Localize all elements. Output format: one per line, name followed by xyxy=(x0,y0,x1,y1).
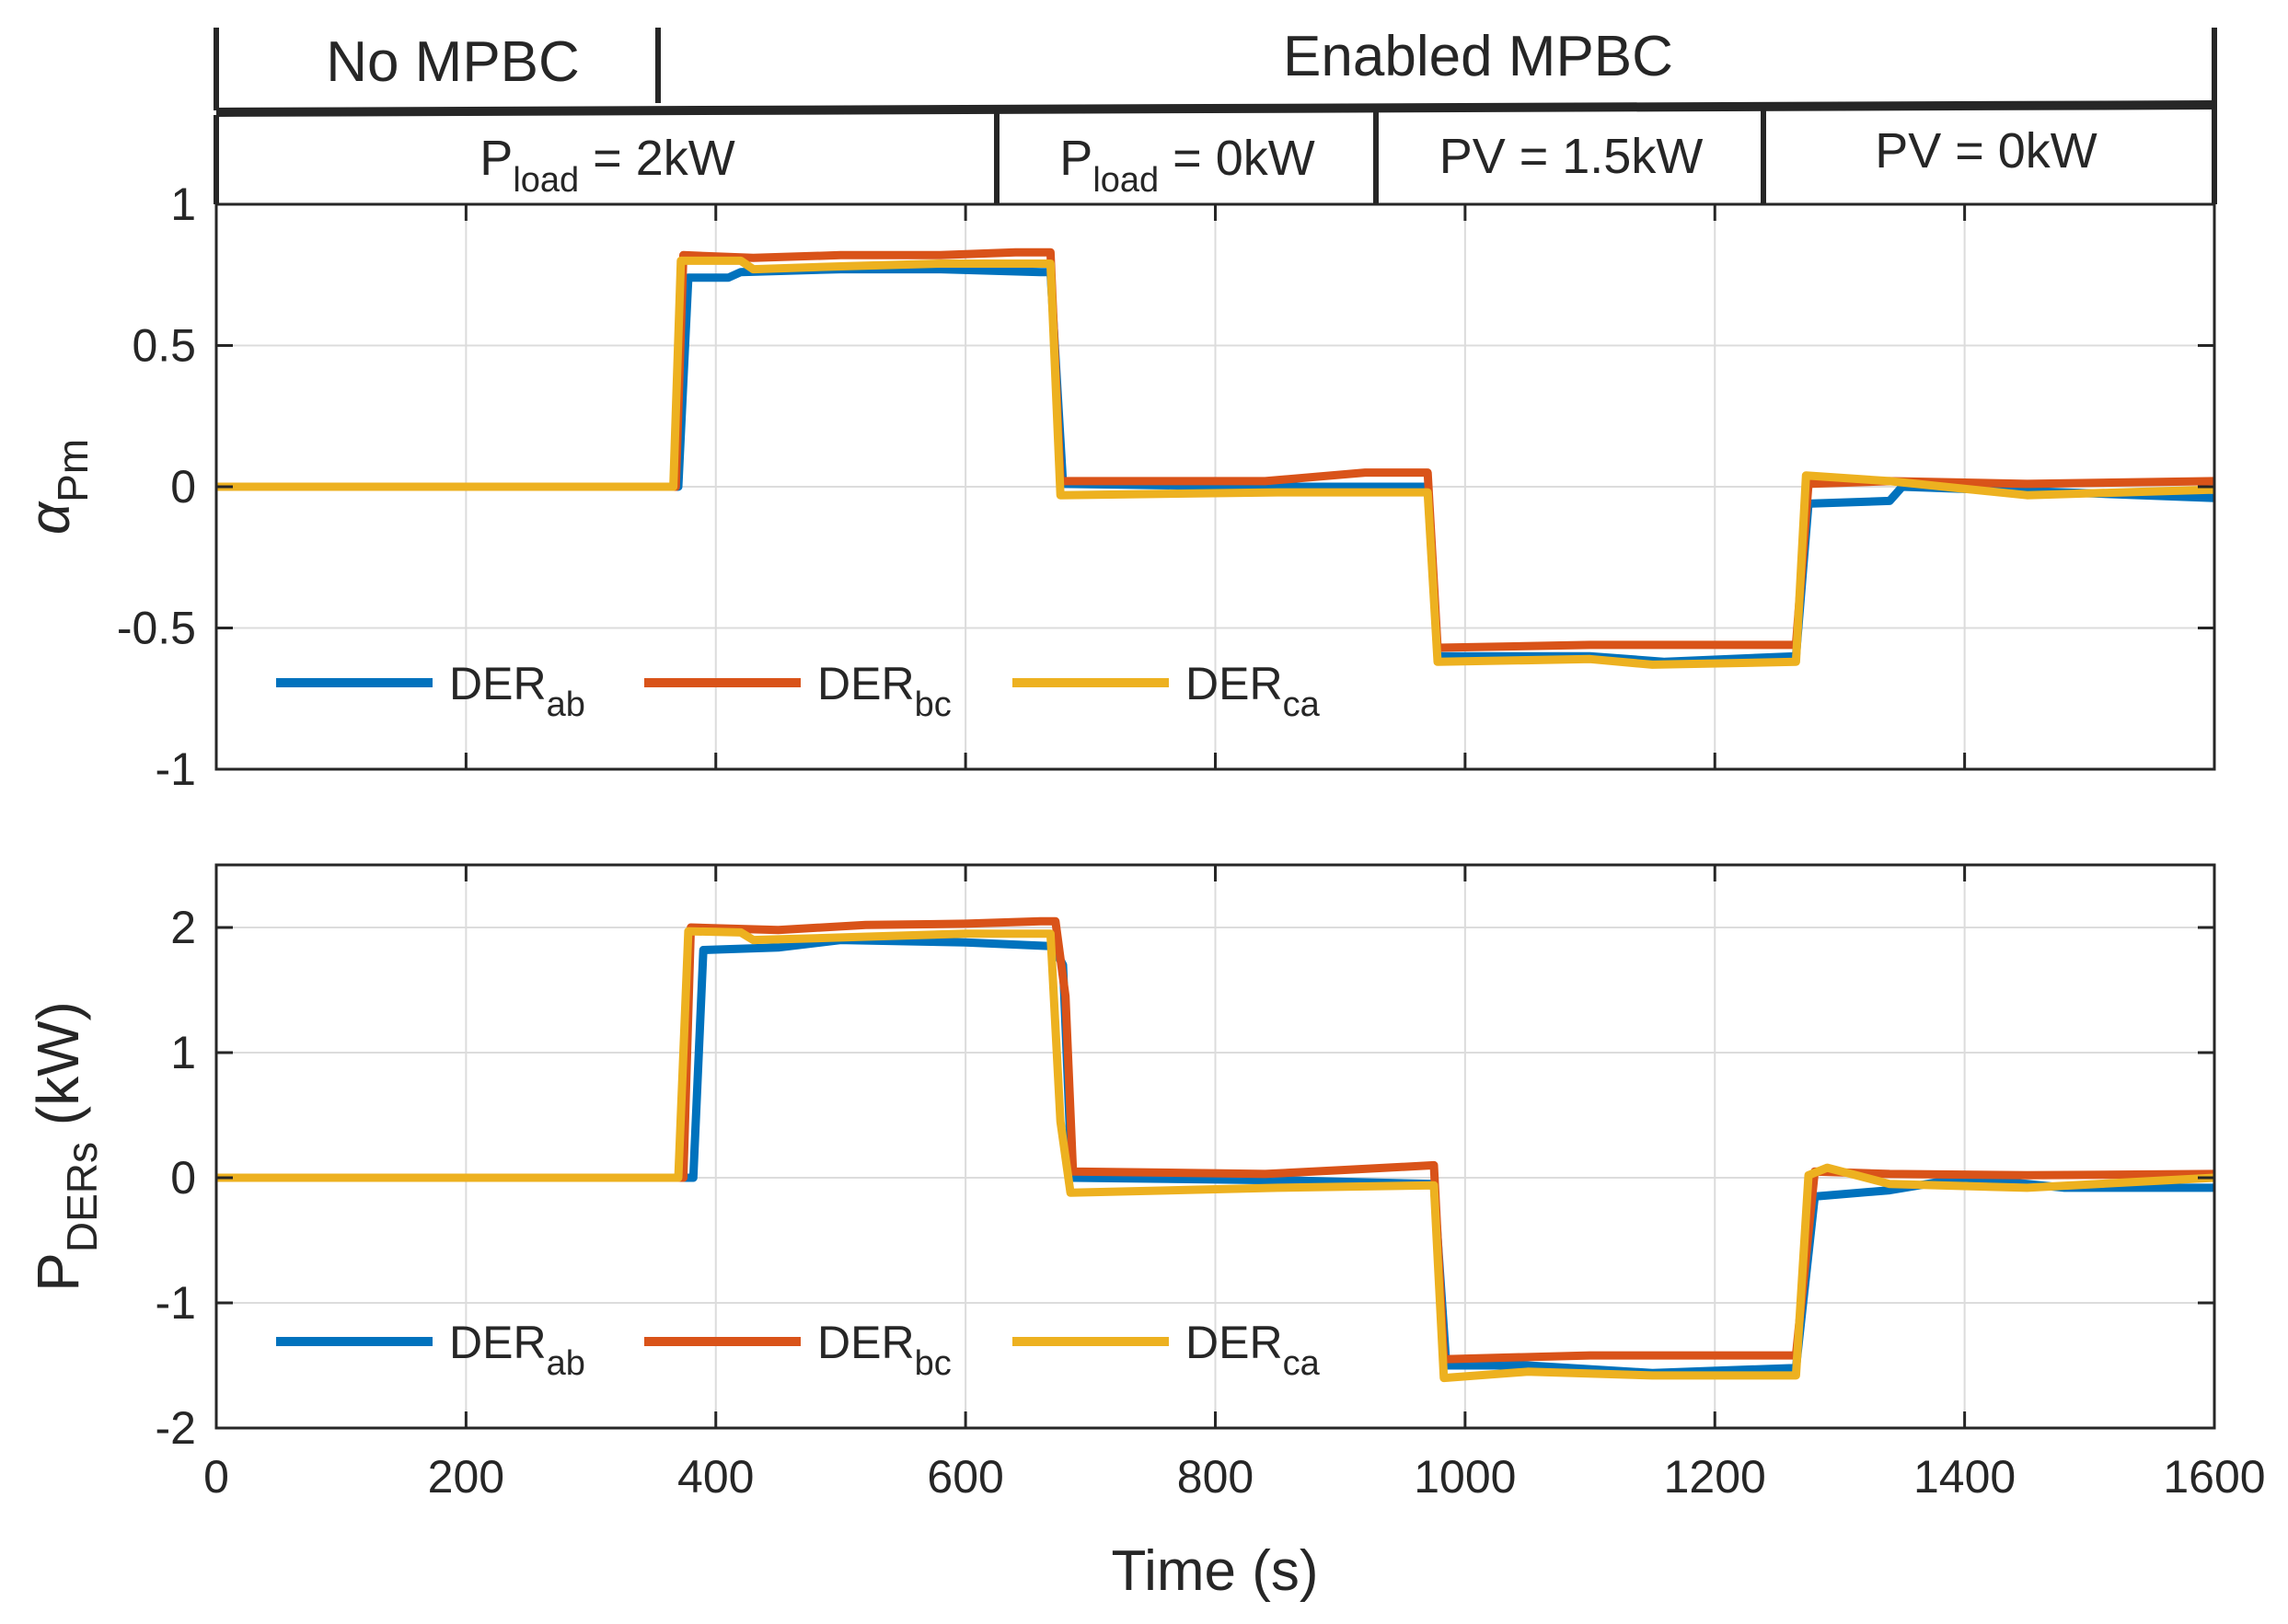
x-tick-label: 800 xyxy=(1177,1451,1254,1503)
series-line-der-bc xyxy=(216,916,2215,1364)
p-ylabel-rest: (kW) xyxy=(25,1001,91,1142)
series-line-der-ca xyxy=(216,927,2215,1383)
segment-label-pload-0kw: Pload = 0kW xyxy=(1059,131,1314,200)
x-axis-ticks: 0 200 400 600 800 1000 1200 1400 1600 xyxy=(203,1451,2266,1503)
legend-base: DER xyxy=(817,1317,915,1368)
legend-sub: ab xyxy=(547,1344,585,1383)
p-ticks: -2 -1 0 1 2 xyxy=(156,865,2216,1454)
series-line-der-ab xyxy=(216,936,2214,1377)
segment1-rest: = 2kW xyxy=(579,131,735,186)
mode-label-enabled-mpbc: Enabled MPBC xyxy=(1283,25,1673,88)
alpha-ylabel-sub: Pm xyxy=(49,439,97,502)
p-ylabel-base: P xyxy=(25,1252,91,1292)
x-tick-label: 0 xyxy=(203,1451,229,1503)
subplot-alpha-pm: -1-0.500.51 αPm DERab DERbc DERca xyxy=(18,179,2216,795)
legend-sub: bc xyxy=(915,685,952,724)
y-tick-label: -2 xyxy=(156,1402,196,1454)
legend-base: DER xyxy=(817,658,915,709)
segment2-rest: = 0kW xyxy=(1159,131,1315,186)
legend-base: DER xyxy=(1185,658,1283,709)
y-tick-label: -1 xyxy=(156,1277,196,1329)
y-tick-label: 0 xyxy=(170,461,196,513)
annotation-bands: No MPBC Enabled MPBC Pload = 2kW Pload =… xyxy=(214,25,2217,204)
alpha-legend: DERab DERbc DERca xyxy=(276,658,1321,724)
p-y-axis-label: PDERs (kW) xyxy=(25,1001,106,1292)
legend-sub: bc xyxy=(915,1344,952,1383)
y-tick-label: 0 xyxy=(170,1152,196,1204)
mode-label-no-mpbc: No MPBC xyxy=(326,30,580,94)
alpha-series xyxy=(216,248,2215,669)
x-tick-label: 1000 xyxy=(1414,1451,1516,1503)
y-tick-label: 0.5 xyxy=(132,320,196,372)
legend-sub: ca xyxy=(1283,685,1321,724)
legend-label-ab: DERab xyxy=(449,1317,585,1383)
p-series xyxy=(216,916,2215,1383)
x-tick-label: 1600 xyxy=(2163,1451,2265,1503)
x-tick-label: 400 xyxy=(677,1451,754,1503)
y-tick-label: 1 xyxy=(170,1027,196,1078)
legend-base: DER xyxy=(1185,1317,1283,1368)
x-tick-label: 1400 xyxy=(1913,1451,2016,1503)
x-tick-label: 600 xyxy=(927,1451,1003,1503)
x-axis-label: Time (s) xyxy=(1112,1539,1319,1603)
p-ylabel-sub: DERs xyxy=(58,1142,106,1252)
segment-label-pv-0kw: PV = 0kW xyxy=(1875,123,2097,179)
series-line-der-ca xyxy=(216,256,2215,669)
legend-base: DER xyxy=(449,1317,547,1368)
alpha-y-axis-label: αPm xyxy=(18,439,97,535)
legend-label-ab: DERab xyxy=(449,658,585,724)
x-tick-label: 1200 xyxy=(1664,1451,1766,1503)
p-legend: DERab DERbc DERca xyxy=(276,1317,1321,1383)
segment2-sub: load xyxy=(1092,161,1159,200)
segment1-base: P xyxy=(480,131,513,186)
legend-label-ca: DERca xyxy=(1185,658,1321,724)
segment-label-pv-1-5kw: PV = 1.5kW xyxy=(1439,129,1704,184)
legend-label-bc: DERbc xyxy=(817,1317,952,1383)
segment1-sub: load xyxy=(513,161,579,200)
alpha-ylabel-symbol: α xyxy=(18,501,82,535)
y-tick-label: 1 xyxy=(170,179,196,230)
legend-base: DER xyxy=(449,658,547,709)
y-tick-label: -1 xyxy=(156,743,196,795)
y-tick-label: 2 xyxy=(170,902,196,953)
alpha-ticks: -1 -0.5 0 0.5 1 xyxy=(117,179,2216,795)
series-line-der-ab xyxy=(216,265,2215,666)
mode-band-bottom-line xyxy=(215,100,2215,117)
y-tick-label: -0.5 xyxy=(117,603,196,654)
legend-label-ca: DERca xyxy=(1185,1317,1321,1383)
segment-label-pload-2kw: Pload = 2kW xyxy=(480,131,734,200)
segment2-base: P xyxy=(1059,131,1092,186)
x-tick-label: 200 xyxy=(428,1451,504,1503)
legend-sub: ca xyxy=(1283,1344,1321,1383)
legend-label-bc: DERbc xyxy=(817,658,952,724)
legend-sub: ab xyxy=(547,685,585,724)
